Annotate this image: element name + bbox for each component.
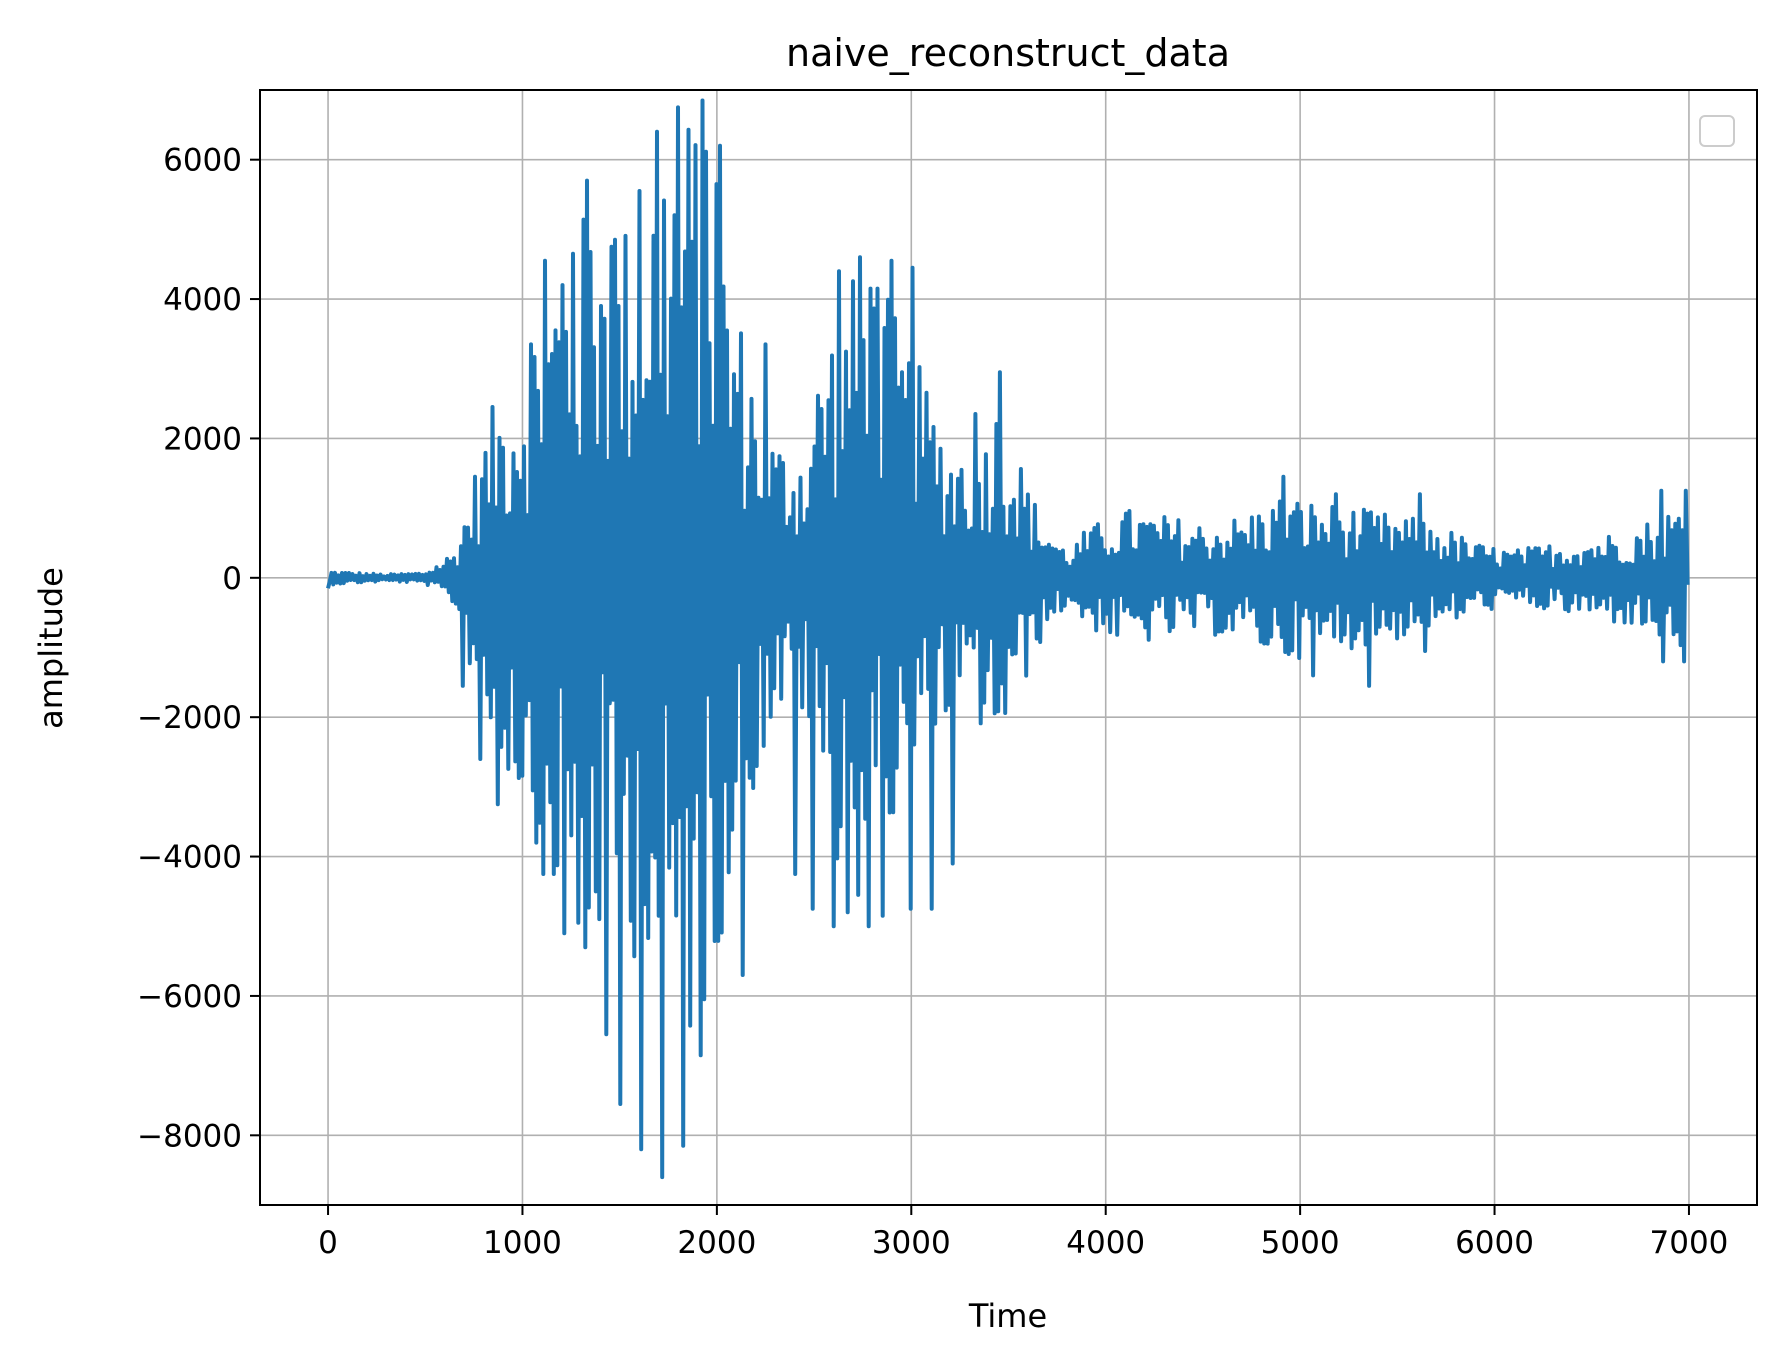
y-tick-label: −2000 bbox=[137, 700, 242, 736]
series-line bbox=[326, 98, 1690, 1180]
y-tick-label: −8000 bbox=[137, 1118, 242, 1154]
x-tick-label: 6000 bbox=[1455, 1225, 1534, 1261]
y-tick-label: 2000 bbox=[163, 421, 242, 457]
x-tick-label: 0 bbox=[318, 1225, 338, 1261]
y-tick-label: 6000 bbox=[163, 143, 242, 179]
x-tick-label: 1000 bbox=[483, 1225, 562, 1261]
x-tick-label: 5000 bbox=[1261, 1225, 1340, 1261]
plot-area bbox=[326, 98, 1690, 1180]
x-tick-label: 7000 bbox=[1650, 1225, 1729, 1261]
x-tick-label: 2000 bbox=[677, 1225, 756, 1261]
x-ticks: 0 1000 2000 3000 4000 5000 6000 7000 bbox=[318, 1205, 1728, 1261]
y-tick-label: −6000 bbox=[137, 979, 242, 1015]
x-axis-label: Time bbox=[968, 1297, 1047, 1335]
y-tick-label: 4000 bbox=[163, 282, 242, 318]
y-ticks: −8000 −6000 −4000 −2000 0 2000 4000 6000 bbox=[137, 143, 260, 1154]
y-tick-label: −4000 bbox=[137, 840, 242, 876]
x-tick-label: 3000 bbox=[872, 1225, 951, 1261]
x-tick-label: 4000 bbox=[1066, 1225, 1145, 1261]
axes-frame bbox=[259, 89, 1758, 1206]
y-tick-label: 0 bbox=[222, 561, 242, 597]
legend-box bbox=[1699, 115, 1735, 147]
y-axis-label: amplitude bbox=[32, 567, 70, 729]
chart-title: naive_reconstruct_data bbox=[786, 31, 1230, 75]
